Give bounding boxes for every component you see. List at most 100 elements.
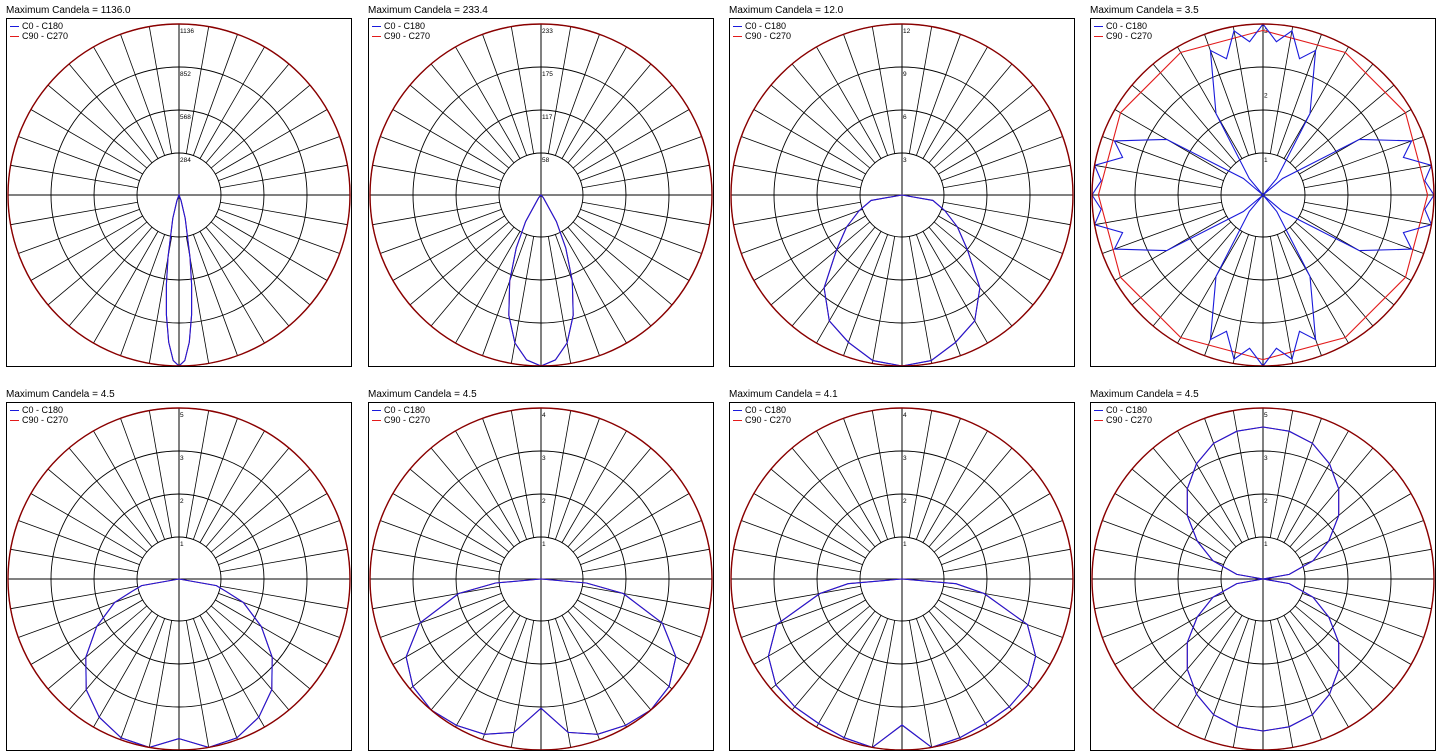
grid-spoke (943, 585, 1071, 610)
legend: C0 - C180 C90 - C270 (372, 405, 430, 425)
grid-spoke (68, 226, 153, 327)
series-c0-c180-curve (508, 194, 574, 366)
grid-spoke (1131, 468, 1232, 553)
grid-spoke (380, 136, 502, 182)
grid-spoke (409, 84, 510, 169)
grid-spoke (943, 164, 1071, 189)
legend-swatch (733, 25, 742, 27)
grid-spoke (561, 430, 627, 543)
grid-spoke (1294, 468, 1395, 553)
grid-spoke (915, 234, 961, 356)
grid-spoke (561, 231, 627, 344)
legend-item: C90 - C270 (1094, 415, 1152, 425)
tick-label: 1 (180, 541, 184, 548)
grid-spoke (547, 26, 572, 154)
grid-spoke (1283, 231, 1349, 344)
grid-spoke (380, 520, 502, 566)
grid-spoke (567, 610, 652, 711)
grid-spoke (68, 610, 153, 711)
grid-spoke (1299, 493, 1412, 559)
polar-plot: 58 117 175 233 (369, 23, 713, 366)
polar-chart-panel: Maximum Candela = 1136.0 284 568 852 1136 C0 … (6, 5, 352, 367)
tick-label: 5 (180, 412, 184, 419)
legend-label: C0 - C180 (22, 405, 64, 415)
polar-plot: 123 (1091, 23, 1435, 366)
grid-spoke (430, 63, 515, 164)
grid-spoke (933, 221, 1034, 306)
chart-title: Maximum Candela = 12.0 (729, 5, 844, 16)
grid-spoke (1289, 447, 1374, 548)
tick-label: 175 (542, 71, 553, 78)
legend-swatch (10, 409, 19, 411)
grid-spoke (1204, 34, 1250, 156)
grid-spoke (843, 234, 889, 356)
grid-spoke (185, 410, 210, 538)
grid-spoke (1269, 26, 1294, 154)
grid-spoke (554, 34, 600, 156)
tick-label: 1 (903, 541, 907, 548)
grid-spoke (93, 46, 159, 159)
legend-swatch (1094, 25, 1103, 27)
tick-label: 3 (180, 455, 184, 462)
grid-spoke (455, 430, 521, 543)
grid-spoke (372, 201, 500, 226)
grid-ring (498, 152, 584, 238)
grid-spoke (215, 493, 328, 559)
grid-spoke (567, 447, 652, 548)
grid-spoke (215, 599, 328, 665)
plot-area: 1 2 3 4 C0 - C180 C90 - C270 (729, 402, 1075, 751)
series-c90-c270-curve (1097, 29, 1429, 361)
grid-spoke (455, 231, 521, 344)
plot-area: 1 2 3 4 C0 - C180 C90 - C270 (368, 402, 714, 751)
tick-label: 2 (1264, 93, 1268, 100)
polar-plot: 1 2 3 5 (7, 407, 351, 750)
legend: C0 - C180 C90 - C270 (10, 21, 68, 41)
grid-ring (93, 109, 265, 281)
grid-spoke (1177, 231, 1243, 344)
legend-swatch (372, 35, 381, 37)
grid-spoke (577, 493, 690, 559)
legend-label: C90 - C270 (22, 415, 69, 425)
grid-spoke (192, 234, 238, 356)
grid-spoke (1094, 201, 1222, 226)
grid-spoke (582, 585, 710, 610)
grid-spoke (1283, 615, 1349, 728)
legend-item: C90 - C270 (1094, 31, 1152, 41)
grid-spoke (582, 201, 710, 226)
grid-spoke (1283, 46, 1349, 159)
grid-spoke (199, 615, 265, 728)
grid-spoke (30, 215, 143, 281)
grid-spoke (68, 63, 153, 164)
grid-spoke (1131, 84, 1232, 169)
grid-spoke (1102, 136, 1224, 182)
grid-spoke (1289, 226, 1374, 327)
series-c0-c180-curve (767, 578, 1037, 749)
grid-spoke (741, 520, 863, 566)
grid-spoke (430, 226, 515, 327)
grid-spoke (1302, 208, 1424, 254)
grid-spoke (1114, 493, 1227, 559)
grid-spoke (915, 418, 961, 540)
grid-spoke (547, 620, 572, 748)
plot-area: 1 2 3 5 C0 - C180 C90 - C270 (6, 402, 352, 751)
legend-label: C0 - C180 (1106, 405, 1148, 415)
tick-label: 1 (542, 541, 546, 548)
outer-ring (1091, 23, 1435, 366)
grid-spoke (1114, 599, 1227, 665)
grid-spoke (148, 26, 173, 154)
grid-spoke (18, 208, 140, 254)
grid-spoke (791, 447, 876, 548)
grid-spoke (572, 468, 673, 553)
grid-spoke (770, 84, 871, 169)
grid-spoke (1232, 236, 1257, 364)
grid-ring (1134, 66, 1392, 324)
grid-spoke (1152, 226, 1237, 327)
grid-spoke (938, 599, 1051, 665)
grid-spoke (922, 46, 988, 159)
grid-spoke (561, 46, 627, 159)
legend-label: C0 - C180 (22, 21, 64, 31)
grid-spoke (185, 620, 210, 748)
grid-spoke (18, 136, 140, 182)
grid-spoke (1152, 63, 1237, 164)
grid-spoke (482, 234, 528, 356)
